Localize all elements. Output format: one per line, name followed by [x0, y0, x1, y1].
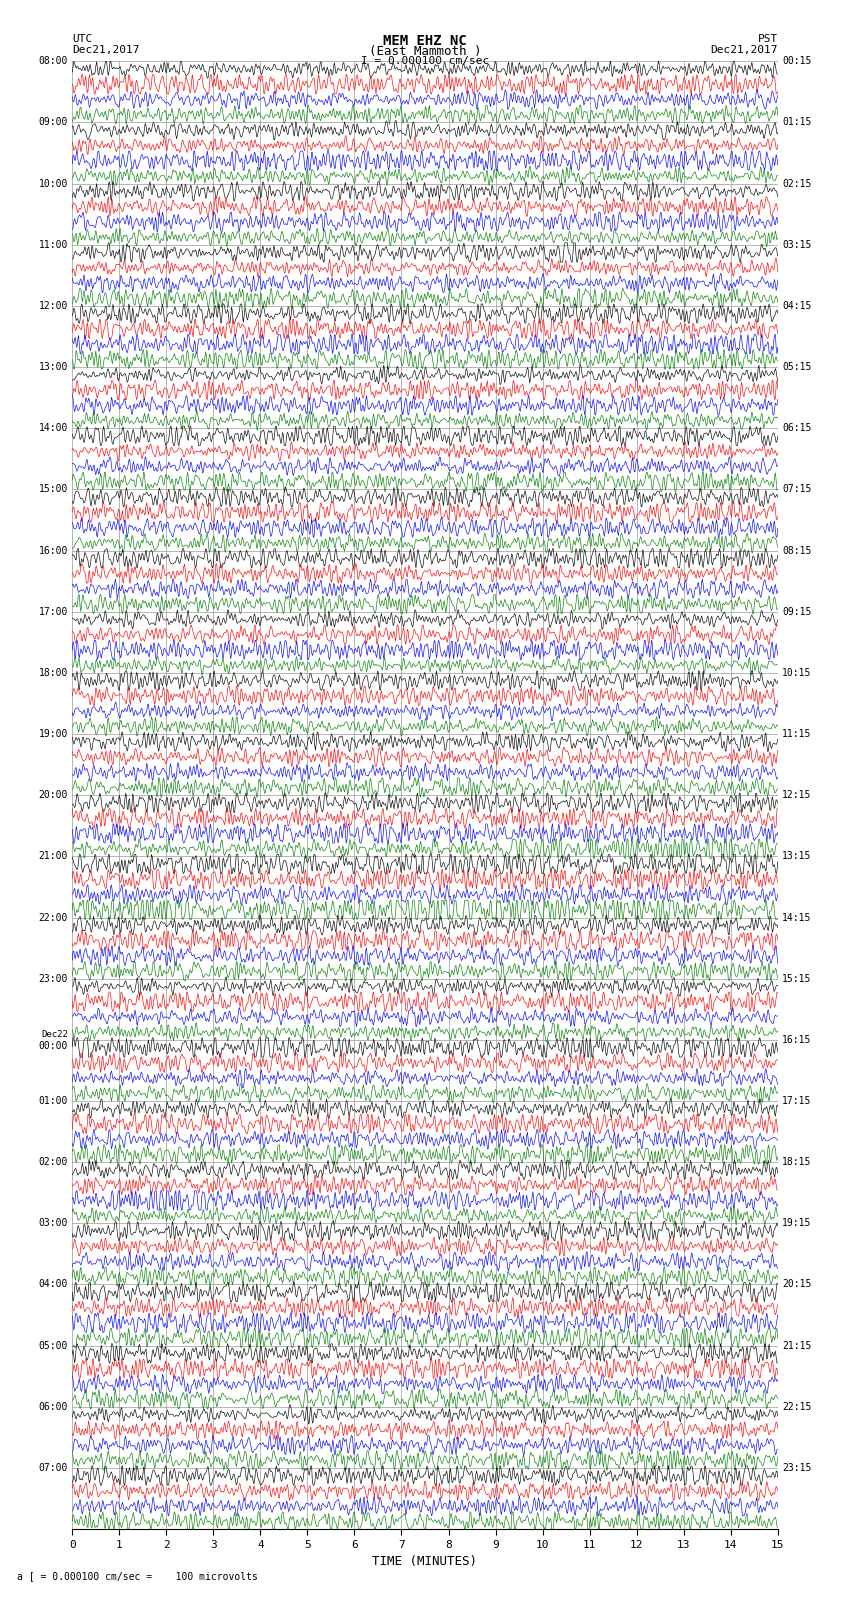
Text: 18:15: 18:15: [782, 1157, 812, 1168]
Text: 07:00: 07:00: [38, 1463, 68, 1473]
Text: 16:15: 16:15: [782, 1036, 812, 1045]
Text: 20:15: 20:15: [782, 1279, 812, 1289]
Text: 06:00: 06:00: [38, 1402, 68, 1411]
Text: 06:15: 06:15: [782, 423, 812, 434]
Text: Dec21,2017: Dec21,2017: [72, 45, 139, 55]
Text: 13:00: 13:00: [38, 361, 68, 373]
Text: 15:15: 15:15: [782, 974, 812, 984]
Text: 21:00: 21:00: [38, 852, 68, 861]
Text: 02:15: 02:15: [782, 179, 812, 189]
Text: 01:00: 01:00: [38, 1095, 68, 1107]
Text: MEM EHZ NC: MEM EHZ NC: [383, 34, 467, 48]
Text: I = 0.000100 cm/sec: I = 0.000100 cm/sec: [361, 56, 489, 66]
Text: 08:15: 08:15: [782, 545, 812, 555]
Text: 05:15: 05:15: [782, 361, 812, 373]
Text: a [ = 0.000100 cm/sec =    100 microvolts: a [ = 0.000100 cm/sec = 100 microvolts: [17, 1571, 258, 1581]
Text: 12:15: 12:15: [782, 790, 812, 800]
Text: 17:00: 17:00: [38, 606, 68, 616]
Text: Dec22: Dec22: [41, 1029, 68, 1039]
Text: 13:15: 13:15: [782, 852, 812, 861]
Text: PST: PST: [757, 34, 778, 44]
X-axis label: TIME (MINUTES): TIME (MINUTES): [372, 1555, 478, 1568]
Text: 04:15: 04:15: [782, 302, 812, 311]
Text: 11:00: 11:00: [38, 240, 68, 250]
Text: (East Mammoth ): (East Mammoth ): [369, 45, 481, 58]
Text: 03:15: 03:15: [782, 240, 812, 250]
Text: 21:15: 21:15: [782, 1340, 812, 1350]
Text: 16:00: 16:00: [38, 545, 68, 555]
Text: 12:00: 12:00: [38, 302, 68, 311]
Text: 09:00: 09:00: [38, 118, 68, 127]
Text: 04:00: 04:00: [38, 1279, 68, 1289]
Text: 15:00: 15:00: [38, 484, 68, 495]
Text: 01:15: 01:15: [782, 118, 812, 127]
Text: 05:00: 05:00: [38, 1340, 68, 1350]
Text: 23:00: 23:00: [38, 974, 68, 984]
Text: 19:00: 19:00: [38, 729, 68, 739]
Text: 14:00: 14:00: [38, 423, 68, 434]
Text: 09:15: 09:15: [782, 606, 812, 616]
Text: 00:15: 00:15: [782, 56, 812, 66]
Text: 08:00: 08:00: [38, 56, 68, 66]
Text: 00:00: 00:00: [38, 1040, 68, 1052]
Text: 02:00: 02:00: [38, 1157, 68, 1168]
Text: 07:15: 07:15: [782, 484, 812, 495]
Text: Dec21,2017: Dec21,2017: [711, 45, 778, 55]
Text: 14:15: 14:15: [782, 913, 812, 923]
Text: 17:15: 17:15: [782, 1095, 812, 1107]
Text: 03:00: 03:00: [38, 1218, 68, 1229]
Text: 10:15: 10:15: [782, 668, 812, 677]
Text: 22:00: 22:00: [38, 913, 68, 923]
Text: 10:00: 10:00: [38, 179, 68, 189]
Text: 18:00: 18:00: [38, 668, 68, 677]
Text: 22:15: 22:15: [782, 1402, 812, 1411]
Text: 23:15: 23:15: [782, 1463, 812, 1473]
Text: 19:15: 19:15: [782, 1218, 812, 1229]
Text: UTC: UTC: [72, 34, 93, 44]
Text: 20:00: 20:00: [38, 790, 68, 800]
Text: 11:15: 11:15: [782, 729, 812, 739]
